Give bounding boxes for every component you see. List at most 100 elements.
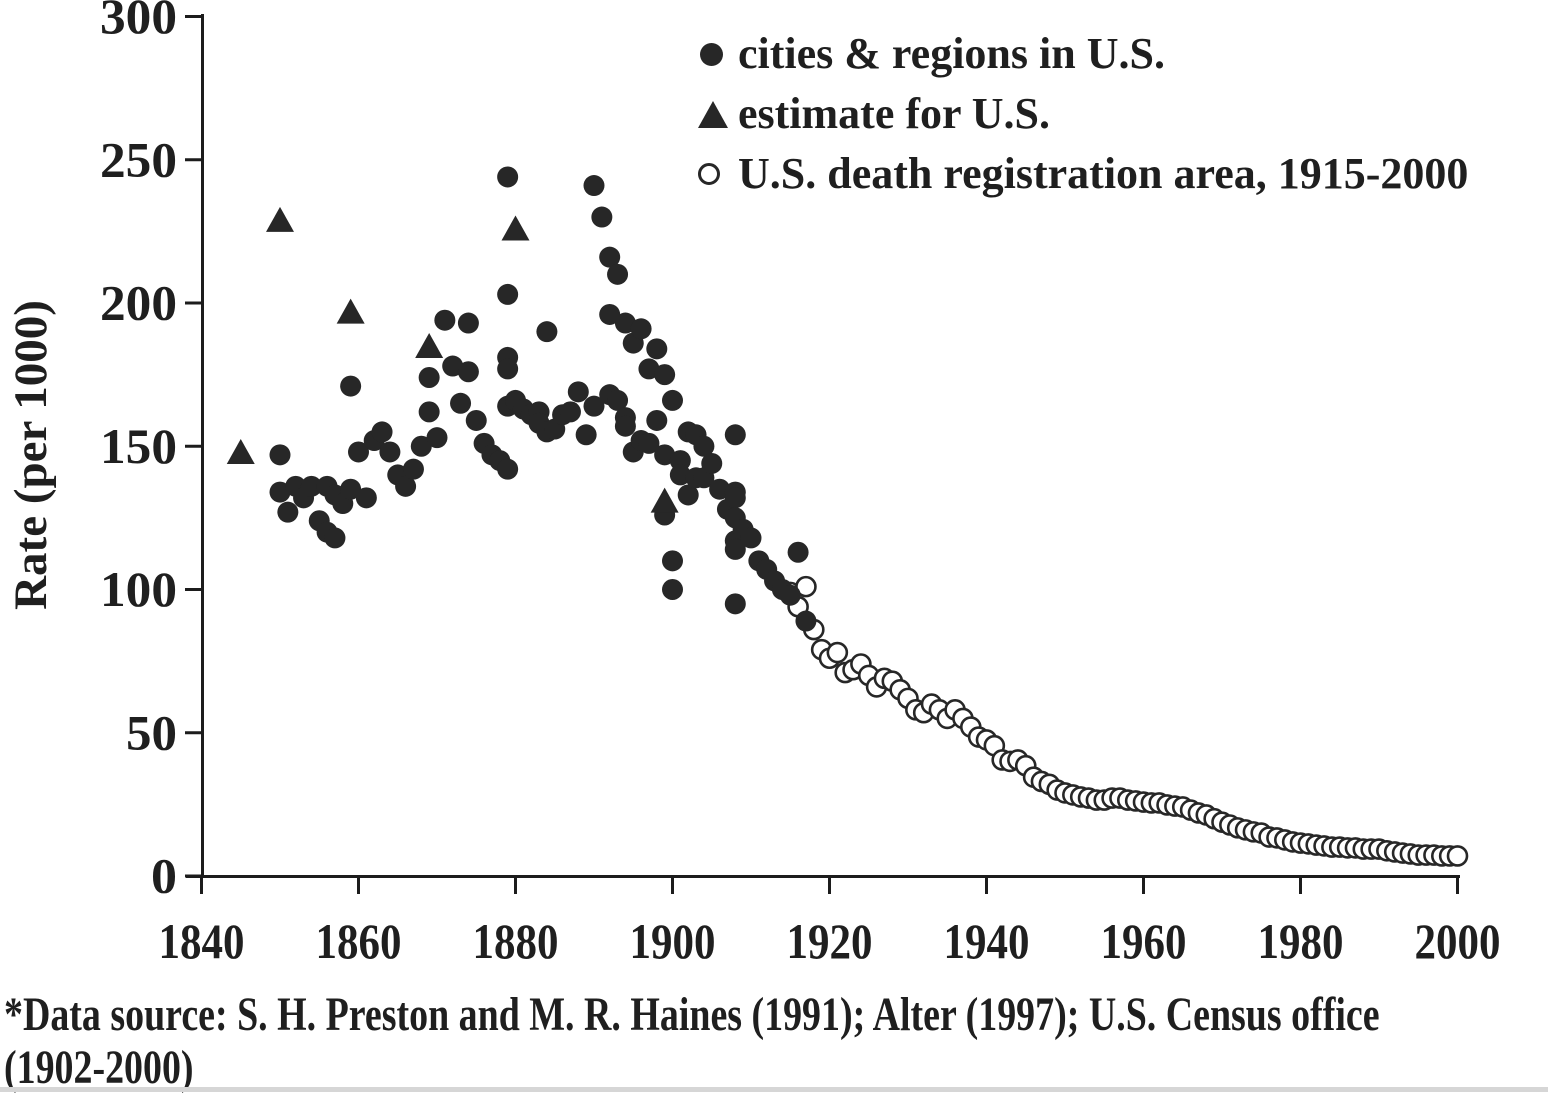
filled-triangle-icon	[698, 100, 728, 128]
data-point-filled-circle	[300, 475, 322, 497]
data-point-filled-circle	[607, 389, 629, 411]
x-tick-label: 1920	[787, 913, 873, 969]
data-point-filled-circle	[457, 361, 479, 383]
data-point-filled-circle	[395, 475, 417, 497]
data-point-filled-circle	[583, 175, 605, 197]
data-point-filled-circle	[465, 409, 487, 431]
data-point-filled-circle	[497, 358, 519, 380]
y-tick-label: 300	[100, 0, 177, 44]
data-point-filled-circle	[450, 392, 472, 414]
x-tick-label: 1960	[1101, 913, 1187, 969]
legend-item-estimate: estimate for U.S.	[696, 84, 1468, 144]
data-point-filled-circle	[646, 338, 668, 360]
data-point-filled-circle	[787, 541, 809, 563]
x-tick-label: 1980	[1258, 913, 1344, 969]
y-tick-label: 0	[151, 848, 177, 904]
data-point-filled-circle	[371, 421, 393, 443]
data-point-filled-circle	[614, 415, 636, 437]
data-point-triangle	[336, 298, 365, 324]
series-filled-circles	[269, 166, 817, 632]
x-tick-label: 1940	[944, 913, 1030, 969]
data-point-filled-circle	[599, 246, 621, 268]
data-point-filled-circle	[567, 381, 589, 403]
data-point-triangle	[501, 215, 530, 241]
data-point-filled-circle	[646, 409, 668, 431]
data-point-filled-circle	[277, 501, 299, 523]
data-point-filled-circle	[724, 593, 746, 615]
y-axis-title: Rate (per 1000)	[5, 300, 57, 610]
data-point-filled-circle	[575, 424, 597, 446]
data-point-filled-circle	[709, 478, 731, 500]
y-tick-label: 200	[100, 275, 177, 331]
x-tick-label: 1880	[473, 913, 559, 969]
data-point-filled-circle	[662, 579, 683, 600]
y-tick-label: 50	[126, 704, 177, 760]
legend-label: cities & regions in U.S.	[738, 29, 1165, 78]
x-tick-label: 1900	[630, 913, 716, 969]
data-point-filled-circle	[269, 444, 291, 466]
data-point-filled-circle	[340, 375, 362, 397]
data-point-filled-circle	[677, 484, 699, 506]
open-circle-icon	[698, 163, 720, 185]
y-tick-label: 150	[100, 418, 177, 474]
scan-edge-artifact	[0, 1087, 1548, 1092]
y-axis-ticks: 0 50 100 150 200 250 300	[100, 0, 203, 904]
legend-item-cities: cities & regions in U.S.	[696, 24, 1468, 84]
data-point-filled-circle	[583, 395, 605, 417]
y-tick-label: 100	[100, 561, 177, 617]
data-point-filled-circle	[654, 364, 676, 386]
data-point-filled-circle	[536, 321, 558, 343]
data-point-filled-circle	[497, 166, 519, 188]
data-point-filled-circle	[701, 452, 723, 474]
source-note: *Data source: S. H. Preston and M. R. Ha…	[4, 988, 1380, 1094]
data-point-filled-circle	[355, 487, 377, 509]
y-tick-label: 250	[100, 131, 177, 187]
data-point-filled-circle	[324, 527, 346, 549]
data-point-filled-circle	[669, 464, 691, 486]
data-point-filled-circle	[630, 318, 652, 340]
x-tick-label: 1860	[316, 913, 402, 969]
data-point-triangle	[415, 332, 444, 358]
data-point-filled-circle	[638, 432, 660, 454]
filled-circle-icon	[700, 42, 723, 66]
data-point-filled-circle	[497, 283, 519, 305]
data-point-filled-circle	[607, 263, 629, 285]
data-point-filled-circle	[795, 610, 817, 632]
data-point-filled-circle	[379, 441, 401, 463]
data-point-filled-circle	[434, 309, 456, 331]
data-point-open-circle	[795, 575, 817, 598]
data-point-triangle	[650, 487, 679, 513]
data-point-filled-circle	[740, 527, 762, 549]
x-tick-label: 2000	[1415, 913, 1501, 969]
data-point-triangle	[226, 438, 255, 464]
data-point-filled-circle	[426, 427, 448, 449]
series-open-circles	[779, 575, 1469, 867]
source-note-line2: (1902-2000)	[4, 1041, 194, 1094]
x-tick-label: 1840	[159, 913, 245, 969]
data-point-filled-circle	[693, 435, 715, 457]
data-point-filled-circle	[497, 458, 519, 480]
data-point-filled-circle	[724, 487, 746, 509]
data-point-filled-circle	[779, 584, 801, 606]
data-point-filled-circle	[402, 458, 424, 480]
data-point-filled-circle	[724, 538, 746, 560]
data-point-filled-circle	[724, 424, 746, 446]
legend-item-registration: U.S. death registration area, 1915-2000	[696, 144, 1468, 204]
legend-label: U.S. death registration area, 1915-2000	[738, 149, 1469, 198]
data-point-filled-circle	[418, 401, 440, 423]
legend-label: estimate for U.S.	[738, 89, 1050, 138]
data-point-filled-circle	[410, 435, 432, 457]
data-point-filled-circle	[591, 206, 613, 228]
source-note-line1: *Data source: S. H. Preston and M. R. Ha…	[4, 988, 1380, 1041]
legend: cities & regions in U.S. estimate for U.…	[696, 24, 1468, 204]
x-axis-ticks: 1840 1860 1880 1900 1920 1940 1960 1980 2000	[159, 877, 1501, 969]
data-point-filled-circle	[348, 441, 369, 463]
data-point-open-circle	[1446, 845, 1469, 867]
data-point-triangle	[266, 206, 294, 232]
data-point-filled-circle	[418, 366, 440, 388]
data-point-filled-circle	[340, 478, 362, 500]
data-point-open-circle	[826, 641, 849, 664]
